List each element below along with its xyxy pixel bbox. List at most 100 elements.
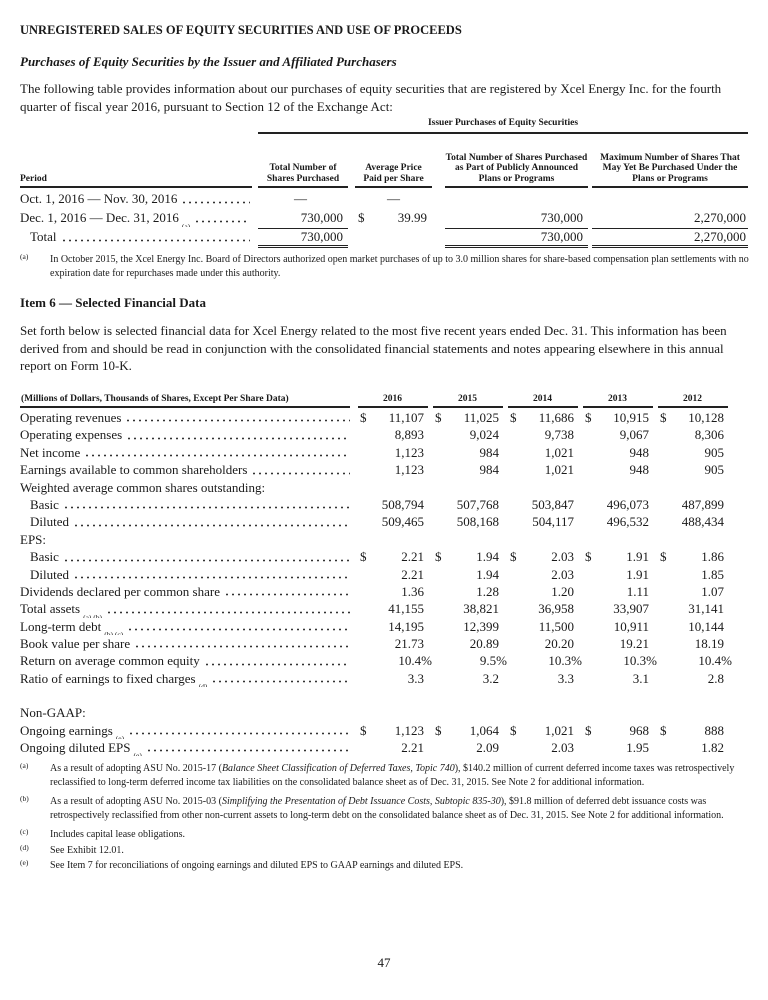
value-cell: 38,821 xyxy=(430,600,505,617)
leader-dots xyxy=(84,454,350,458)
shares-cell: — xyxy=(294,191,307,206)
column-header: Maximum Number of Shares That May Yet Be… xyxy=(592,138,748,188)
value-cell: $11,686 xyxy=(505,409,580,426)
leader-dots xyxy=(126,436,350,440)
value: 1,021 xyxy=(544,444,574,460)
value: 2.21 xyxy=(401,740,424,756)
period-cell: Total xyxy=(30,228,252,246)
value: 1,123 xyxy=(394,462,424,478)
footnote: (a) As a result of adopting ASU No. 2015-… xyxy=(20,761,750,789)
table-row: Ratio of earnings to fixed charges (d) 3.3… xyxy=(20,670,750,687)
period-label: Oct. 1, 2016 — Nov. 30, 2016 xyxy=(20,191,178,206)
row-label: Earnings available to common shareholder… xyxy=(20,461,352,478)
table-row: Long-term debt (b) (c) 14,195 12,399 11,500 1… xyxy=(20,618,750,635)
value: 2.8 xyxy=(707,670,724,686)
value-cell: 9,738 xyxy=(505,426,580,443)
leader-dots xyxy=(223,593,350,597)
value-cell: 19.21 xyxy=(580,635,655,652)
value: 1.11 xyxy=(626,583,649,599)
value: 1.86 xyxy=(701,549,724,565)
value-cell: 487,899 xyxy=(655,496,730,513)
group-header: Issuer Purchases of Equity Securities xyxy=(258,118,748,134)
value: 1,123 xyxy=(394,722,424,738)
value: 10,915 xyxy=(613,410,649,425)
value-cell: $10,128 xyxy=(655,409,730,426)
value-cell: 1.20 xyxy=(505,583,580,600)
value: 1,021 xyxy=(544,722,574,738)
dollar-sign: $ xyxy=(510,549,517,565)
value: 8,893 xyxy=(394,427,424,443)
row-label: Long-term debt (b) (c) xyxy=(20,618,352,635)
value-cell: 504,117 xyxy=(505,513,580,530)
value: 18.19 xyxy=(694,636,724,652)
value: 31,141 xyxy=(688,601,724,617)
leader-dots xyxy=(251,471,350,475)
period-label: Total xyxy=(30,229,57,244)
footnote-mark: (c) xyxy=(20,827,29,837)
leader-dots xyxy=(60,239,250,242)
footnote-text-start: See Exhibit 12.01. xyxy=(50,844,124,856)
value-cell: $1,123 xyxy=(355,722,430,739)
shares-cell: 730,000 xyxy=(300,210,343,225)
value-cell: 9,067 xyxy=(580,426,655,443)
footnote: (e) See Item 7 for reconciliations of ong… xyxy=(20,858,750,873)
value-cell: 8,306 xyxy=(655,426,730,443)
table-row: Diluted 2.21 1.94 2.03 1.91 1.85 xyxy=(20,566,750,583)
row-label-text: Non-GAAP: xyxy=(20,705,86,721)
period-cell: Dec. 1, 2016 — Dec. 31, 2016 (a) xyxy=(20,209,252,227)
value-cell: 10.3% xyxy=(580,652,657,669)
value: 2.21 xyxy=(401,566,424,582)
table-row: Total assets (a) (b) 41,155 38,821 36,958 33,… xyxy=(20,600,750,617)
value: 1.07 xyxy=(701,583,724,599)
leader-dots xyxy=(73,575,350,579)
value: 968 xyxy=(629,722,650,738)
value: 1,064 xyxy=(469,722,499,738)
row-label-text: Ratio of earnings to fixed charges xyxy=(20,670,196,686)
row-label-text: Earnings available to common shareholder… xyxy=(20,462,248,478)
value: 1.20 xyxy=(551,583,574,599)
value: 1.91 xyxy=(626,549,649,565)
leader-dots xyxy=(62,506,350,510)
footnote: (d) See Exhibit 12.01. xyxy=(20,843,750,858)
value-cell: $2.03 xyxy=(505,548,580,565)
value: 888 xyxy=(704,722,725,738)
value: 2.21 xyxy=(401,549,424,565)
row-label: Total assets (a) (b) xyxy=(20,600,352,618)
value: 948 xyxy=(629,462,650,478)
value-cell: 1.94 xyxy=(430,566,505,583)
value-cell: 503,847 xyxy=(505,496,580,513)
dollar-sign: $ xyxy=(360,722,367,738)
value: 11,107 xyxy=(388,410,424,425)
row-label: Diluted xyxy=(30,513,352,530)
value: 3.2 xyxy=(482,670,499,686)
row-label-text: Basic xyxy=(30,496,59,512)
row-label: Book value per share xyxy=(20,635,352,652)
value-cell: 9.5% xyxy=(430,652,507,669)
footnote-mark: (a) xyxy=(20,252,29,261)
value: 948 xyxy=(629,444,650,460)
shares-cell: 730,000 xyxy=(258,228,348,248)
row-label: Dividends declared per common share xyxy=(20,583,352,600)
value: 10.3% xyxy=(548,653,582,669)
value-cell: 984 xyxy=(430,461,505,478)
item6-paragraph: Set forth below is selected financial da… xyxy=(20,323,727,373)
value-cell: $888 xyxy=(655,722,730,739)
max-shares-cell: 2,270,000 xyxy=(694,210,746,225)
dollar-sign: $ xyxy=(510,722,517,738)
financial-section: (Millions of Dollars, Thousands of Share… xyxy=(20,394,750,875)
table-row: Operating revenues $11,107 $11,025 $11,686 $… xyxy=(20,409,750,426)
value-cell: 3.1 xyxy=(580,670,655,687)
value-cell: 18.19 xyxy=(655,635,730,652)
footnote-text: In October 2015, the Xcel Energy Inc. Bo… xyxy=(50,254,749,279)
value-cell: 2.21 xyxy=(355,739,430,756)
value-cell: $1,064 xyxy=(430,722,505,739)
row-label: Diluted xyxy=(30,566,352,583)
value-cell: 10.3% xyxy=(505,652,582,669)
value-cell: 33,907 xyxy=(580,600,655,617)
value: 508,794 xyxy=(381,496,424,512)
dollar-sign: $ xyxy=(435,722,442,738)
value-cell: 2.8 xyxy=(655,670,730,687)
dollar-sign: $ xyxy=(358,210,365,225)
footnote-text-start: As a result of adopting ASU No. 2015-03 … xyxy=(50,796,222,808)
value: 9,024 xyxy=(469,427,499,443)
